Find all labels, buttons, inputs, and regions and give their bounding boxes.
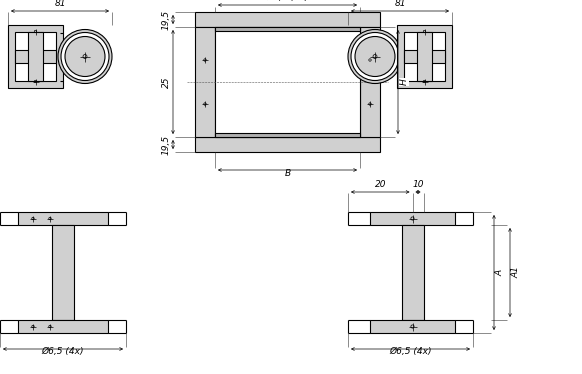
Bar: [195, 12, 380, 27]
Text: A: A: [495, 269, 505, 276]
Bar: [215, 27, 360, 31]
Bar: [417, 32, 432, 81]
Bar: [18, 320, 108, 333]
Bar: [404, 50, 445, 63]
Bar: [402, 225, 424, 320]
Bar: [15, 50, 56, 63]
Text: 19,5: 19,5: [161, 134, 171, 154]
Circle shape: [348, 30, 402, 83]
Circle shape: [351, 33, 399, 80]
Bar: [215, 133, 360, 137]
Text: Ø6,5 (4x): Ø6,5 (4x): [389, 347, 432, 356]
Bar: [15, 32, 56, 81]
Text: A1: A1: [512, 267, 520, 278]
Text: Ø6,5 (4x): Ø6,5 (4x): [42, 347, 84, 356]
Bar: [370, 212, 455, 225]
Bar: [52, 225, 74, 320]
Text: H: H: [399, 79, 409, 85]
Text: Ø6,5 (4x): Ø6,5 (4x): [266, 0, 308, 2]
Text: B: B: [285, 169, 290, 178]
Bar: [215, 27, 360, 137]
Circle shape: [58, 30, 112, 83]
Bar: [195, 27, 215, 137]
Text: 25: 25: [161, 76, 171, 88]
Bar: [195, 137, 380, 152]
Text: 20: 20: [374, 180, 386, 189]
Text: 10: 10: [412, 180, 424, 189]
Text: 81: 81: [54, 0, 66, 8]
Bar: [360, 27, 380, 137]
Bar: [370, 320, 455, 333]
Circle shape: [65, 37, 105, 77]
Text: 19,5: 19,5: [161, 9, 171, 30]
Bar: [28, 32, 43, 81]
Bar: [8, 25, 63, 88]
Text: 81: 81: [394, 0, 406, 8]
Circle shape: [355, 37, 395, 77]
Circle shape: [61, 33, 109, 80]
Bar: [18, 212, 108, 225]
Bar: [397, 25, 452, 88]
Bar: [404, 32, 445, 81]
